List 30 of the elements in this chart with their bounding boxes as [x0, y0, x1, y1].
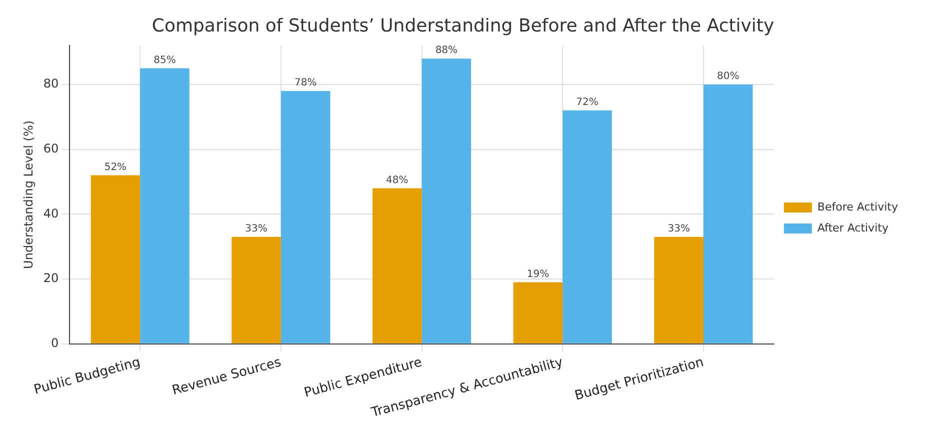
data-label: 85% — [154, 54, 176, 66]
bar — [140, 68, 190, 344]
bar — [562, 110, 612, 344]
y-tick-label: 20 — [43, 271, 59, 286]
y-tick-label: 80 — [43, 76, 59, 91]
y-axis-title: Understanding Level (%) — [21, 120, 36, 269]
data-label: 19% — [526, 268, 550, 280]
data-label: 33% — [245, 223, 268, 234]
data-label: 72% — [576, 97, 598, 108]
x-tick-label: Revenue Sources — [170, 354, 284, 399]
data-label: 33% — [668, 223, 690, 234]
data-label: 52% — [104, 162, 127, 173]
bar — [372, 188, 422, 344]
bar — [232, 236, 281, 344]
y-tick-label: 60 — [43, 141, 59, 156]
y-tick-label: 0 — [51, 336, 59, 350]
legend-label: Before Activity — [817, 200, 898, 214]
legend-label: After Activity — [817, 221, 889, 234]
bar — [513, 282, 563, 344]
bar — [654, 236, 704, 344]
bar — [422, 58, 472, 344]
chart-title: Comparison of Students’ Understanding Before and After the Activity — [152, 15, 774, 36]
data-label: 80% — [717, 71, 740, 82]
data-label: 88% — [435, 45, 458, 56]
bar — [280, 90, 330, 344]
bar — [703, 84, 753, 344]
data-label: 78% — [294, 78, 317, 89]
bar — [90, 175, 140, 344]
y-tick-label: 40 — [43, 206, 59, 220]
data-label: 48% — [386, 174, 408, 186]
